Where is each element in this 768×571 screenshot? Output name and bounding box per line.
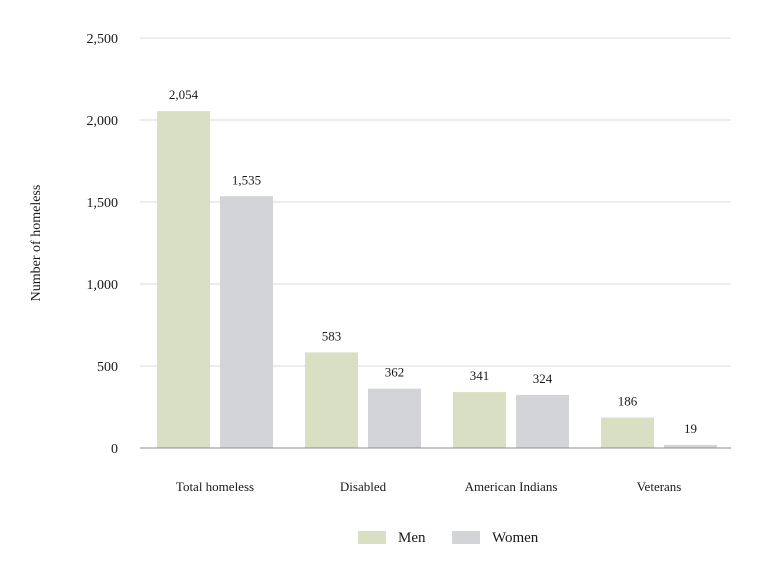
bar-women-3 [664,444,717,448]
legend-label-women: Women [492,530,539,546]
x-category-label: Veterans [637,479,682,494]
data-label: 1,535 [232,172,261,187]
y-tick-label: 1,000 [87,278,119,293]
y-tick-label: 0 [111,442,118,457]
y-axis-title: Number of homeless [29,185,44,302]
y-tick-label: 500 [97,360,118,375]
legend-swatch-women [452,531,480,544]
bar-men-2 [453,392,506,448]
data-label: 583 [322,328,342,343]
data-label: 2,054 [169,87,199,102]
bar-men-3 [601,417,654,448]
x-category-label: American Indians [465,479,558,494]
y-tick-label: 1,500 [87,196,119,211]
bar-women-1 [368,388,421,448]
data-label: 186 [618,393,638,408]
x-category-label: Total homeless [176,479,254,494]
legend: Men Women [358,530,539,546]
data-label: 341 [470,368,490,383]
x-category-label: Disabled [340,479,387,494]
y-axis-ticks: 0 500 1,000 1,500 2,000 2,500 [87,32,119,457]
data-label: 324 [533,371,553,386]
y-tick-label: 2,000 [87,114,119,129]
data-labels: 2,054 1,535 583 362 341 324 186 19 [169,87,697,436]
bar-men-0 [157,111,210,449]
bar-women-2 [516,394,569,448]
legend-label-men: Men [398,530,426,546]
y-tick-label: 2,500 [87,32,119,47]
legend-swatch-men [358,531,386,544]
data-label: 362 [385,365,405,380]
bar-men-1 [305,352,358,448]
data-label: 19 [684,421,697,436]
bars [157,111,717,449]
bar-women-0 [220,196,273,448]
x-axis-categories: Total homeless Disabled American Indians Ve… [176,479,681,494]
